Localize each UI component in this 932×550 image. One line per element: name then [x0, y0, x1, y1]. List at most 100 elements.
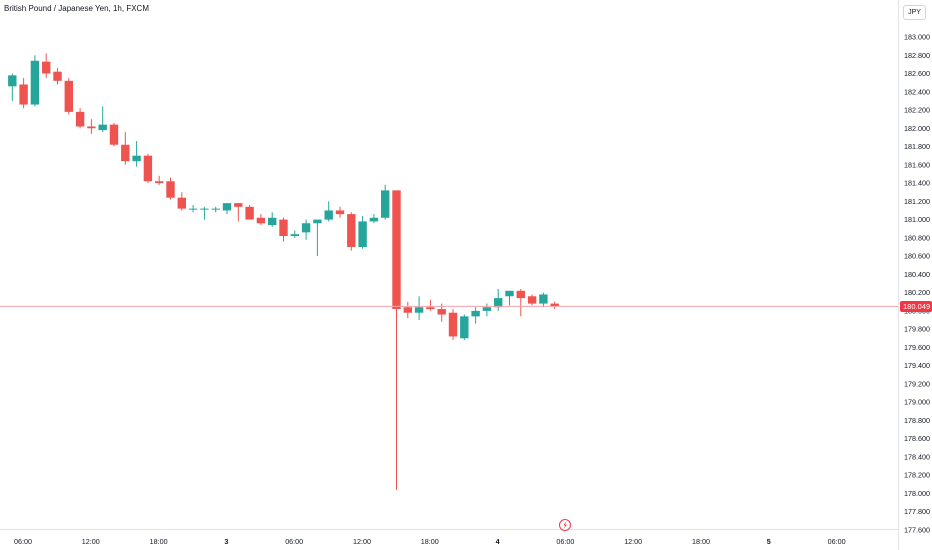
event-lightning-icon[interactable] — [559, 519, 571, 531]
price-tick-label: 179.000 — [904, 398, 930, 407]
candle-body — [143, 155, 153, 182]
candle-body — [301, 223, 311, 233]
candle-body — [437, 309, 446, 315]
candle — [335, 206, 345, 218]
candle — [369, 214, 379, 224]
candle — [516, 288, 525, 317]
candle — [550, 301, 559, 310]
time-tick-label: 18:00 — [150, 537, 168, 546]
candle-body — [109, 124, 119, 145]
candle-body — [53, 71, 62, 81]
candle-body — [234, 203, 243, 207]
candle — [121, 131, 130, 165]
price-tick-label: 182.400 — [904, 87, 930, 96]
candle-body — [460, 316, 469, 339]
candle — [403, 301, 412, 319]
price-tick-label: 179.200 — [904, 379, 930, 388]
price-tick-label: 178.200 — [904, 471, 930, 480]
candle — [279, 217, 288, 242]
price-tick-label: 181.200 — [904, 197, 930, 206]
candle-body — [324, 210, 333, 220]
candle-body — [369, 217, 379, 222]
candle-body — [98, 124, 107, 131]
time-tick-label: 18:00 — [421, 537, 439, 546]
candle — [53, 68, 62, 85]
candle — [109, 122, 119, 147]
candle-body — [392, 190, 401, 310]
candle-body — [19, 84, 28, 105]
candle-body — [121, 144, 130, 162]
candle-body — [335, 210, 345, 215]
candle — [347, 212, 356, 251]
time-tick-label: 3 — [224, 537, 228, 546]
candle-body — [132, 155, 141, 162]
candle — [426, 299, 435, 311]
candle-body — [75, 111, 85, 127]
candle — [222, 203, 232, 215]
time-tick-label: 18:00 — [692, 537, 710, 546]
candle-body — [64, 80, 73, 112]
candle — [482, 303, 492, 317]
candle-body — [516, 290, 525, 299]
candle-body — [358, 221, 367, 247]
time-tick-label: 12:00 — [624, 537, 642, 546]
candle-body — [539, 294, 548, 304]
price-tick-label: 181.800 — [904, 142, 930, 151]
candle-body — [8, 75, 17, 87]
candle-body — [482, 307, 492, 311]
candle-body — [42, 61, 51, 74]
candle-body — [256, 217, 266, 224]
candle — [494, 288, 503, 311]
candle — [392, 190, 401, 490]
candle-body — [222, 203, 232, 211]
candle — [188, 204, 198, 213]
candle — [211, 206, 220, 213]
price-tick-label: 180.800 — [904, 233, 930, 242]
candle-body — [188, 208, 198, 210]
candle — [64, 78, 73, 115]
candle — [166, 177, 175, 200]
candle — [381, 184, 390, 220]
candle-body — [505, 290, 514, 297]
candle — [460, 314, 469, 341]
price-axis[interactable]: 177.600 177.800 178.000 178.200 178.400 178.6… — [904, 33, 930, 535]
candle — [256, 214, 266, 226]
candle — [245, 204, 254, 220]
price-tick-label: 178.000 — [904, 489, 930, 498]
candle — [268, 212, 277, 227]
price-tick-label: 178.600 — [904, 434, 930, 443]
candle — [539, 292, 548, 308]
candle — [527, 294, 537, 306]
candle — [75, 108, 85, 129]
candle — [87, 119, 96, 134]
price-tick-label: 177.800 — [904, 507, 930, 516]
time-tick-label: 06:00 — [556, 537, 574, 546]
time-tick-label: 06:00 — [828, 537, 846, 546]
candle-body — [448, 312, 458, 337]
candle — [313, 219, 322, 257]
candle — [324, 201, 333, 222]
candle — [200, 206, 209, 220]
currency-badge[interactable]: JPY — [903, 5, 926, 20]
candle — [98, 106, 107, 132]
chart-title: British Pound / Japanese Yen, 1h, FXCM — [4, 4, 149, 13]
candle-body — [471, 310, 480, 317]
price-tick-label: 183.000 — [904, 33, 930, 42]
price-tick-label: 181.400 — [904, 179, 930, 188]
time-tick-label: 4 — [496, 537, 500, 546]
candle — [155, 175, 164, 185]
candle-body — [313, 219, 322, 224]
candle — [132, 141, 141, 167]
candle-body — [403, 307, 412, 313]
candle — [234, 203, 243, 222]
candle — [448, 309, 458, 341]
price-tick-label: 179.400 — [904, 361, 930, 370]
price-tick-label: 180.200 — [904, 288, 930, 297]
time-tick-label: 06:00 — [285, 537, 303, 546]
time-axis[interactable]: 06:00 12:00 18:00 3 06:00 12:00 18:00 4 06:00 12:… — [14, 537, 846, 546]
price-tick-label: 182.200 — [904, 106, 930, 115]
candle-body — [211, 208, 220, 210]
time-tick-label: 5 — [767, 537, 771, 546]
time-tick-label: 12:00 — [353, 537, 371, 546]
